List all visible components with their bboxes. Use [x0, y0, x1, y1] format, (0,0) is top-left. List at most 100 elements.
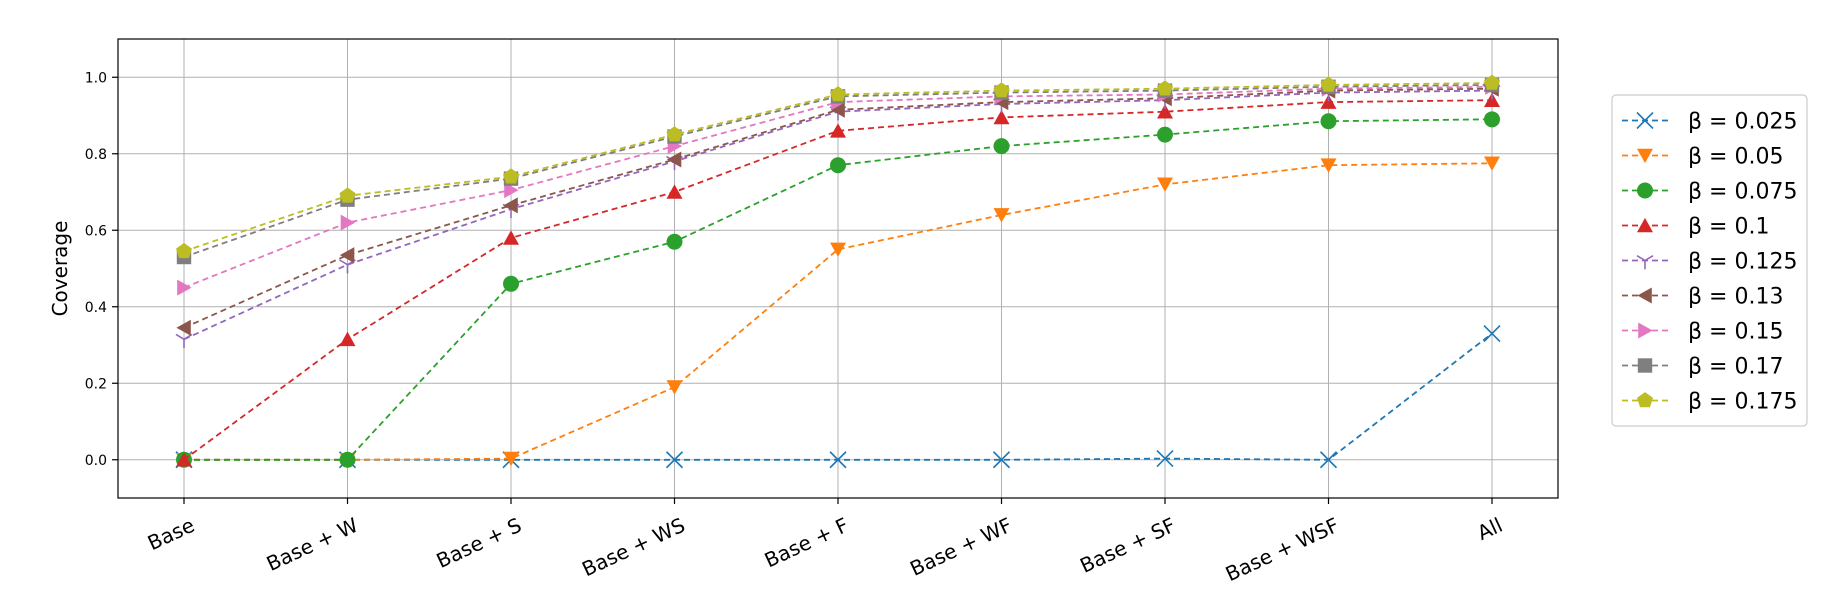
x-marker [1636, 111, 1654, 130]
y-tick-label: 0.2 [85, 376, 107, 392]
x-tick-label: All [1473, 513, 1506, 545]
pentagon-marker [339, 187, 356, 203]
circle-marker [503, 275, 519, 292]
circle-marker [1484, 111, 1500, 128]
triangle-down-marker [993, 208, 1010, 223]
x-marker [992, 451, 1011, 469]
triangle-up-marker [993, 109, 1010, 125]
square-marker [1637, 358, 1653, 373]
triangle-left-marker [176, 319, 191, 336]
y-tick-label: 1.0 [85, 70, 107, 86]
x-marker [1483, 324, 1501, 343]
triangle-up-marker [503, 230, 519, 245]
legend-item: β = 0.025 [1622, 110, 1797, 135]
triangle-down-marker [1157, 177, 1173, 192]
triangle-up-marker [1637, 217, 1653, 233]
tri-marker [175, 333, 185, 340]
x-tick-label: Base + F [761, 513, 852, 573]
legend-label: β = 0.15 [1688, 320, 1783, 345]
triangle-down-marker [1637, 148, 1653, 164]
legend-label: β = 0.025 [1688, 110, 1797, 135]
legend-label: β = 0.13 [1688, 285, 1783, 310]
triangle-down-marker [830, 242, 846, 257]
circle-marker [1320, 113, 1337, 130]
x-tick-label: Base + W [263, 513, 362, 576]
tri-marker [339, 259, 348, 266]
triangle-up-marker [1484, 92, 1500, 107]
triangle-down-marker [1320, 158, 1337, 173]
series-lines [175, 74, 1501, 469]
y-axis-label: Coverage [48, 221, 72, 317]
triangle-down-marker [503, 451, 519, 467]
series-β = 0.1 [176, 92, 1500, 467]
legend: β = 0.025 β = 0.05 β = 0.075 β = 0.1 β = 0.1… [1611, 94, 1808, 427]
series-β = 0.175 [176, 74, 1500, 259]
triangle-right-marker [504, 182, 519, 199]
circle-marker [666, 233, 683, 250]
legend-item: β = 0.05 [1622, 145, 1783, 170]
tri-marker [1644, 255, 1654, 262]
x-marker [829, 451, 847, 469]
circle-marker [1637, 182, 1653, 199]
circle-marker [1157, 126, 1173, 143]
circle-marker [339, 451, 356, 468]
legend-item: β = 0.075 [1622, 180, 1797, 205]
x-marker [1156, 450, 1174, 468]
pentagon-marker [1484, 74, 1500, 90]
y-tick-label: 0.6 [85, 223, 107, 239]
legend-label: β = 0.075 [1688, 180, 1797, 205]
pentagon-marker [666, 126, 683, 142]
triangle-left-marker [1637, 287, 1652, 304]
x-marker [665, 451, 684, 469]
pentagon-marker [993, 82, 1010, 98]
pentagon-marker [1637, 392, 1653, 408]
triangle-up-marker [830, 123, 846, 138]
legend-frame [1611, 94, 1808, 427]
legend-item: β = 0.175 [1622, 390, 1797, 415]
x-tick-label: Base + SF [1076, 513, 1179, 578]
legend-label: β = 0.175 [1688, 390, 1797, 415]
triangle-left-marker [503, 197, 518, 214]
triangle-down-marker [666, 380, 683, 395]
triangle-up-marker [666, 184, 683, 199]
circle-marker [830, 157, 846, 174]
circle-marker [993, 138, 1010, 155]
x-tick-label: Base + WS [578, 513, 688, 582]
pentagon-marker [176, 242, 192, 259]
triangle-right-marker [177, 279, 192, 296]
pentagon-marker [1320, 76, 1337, 92]
series-line [184, 162, 1493, 461]
legend-item: β = 0.13 [1622, 285, 1783, 310]
triangle-up-marker [176, 452, 192, 467]
x-tick-label: Base [144, 513, 198, 555]
legend-label: β = 0.05 [1688, 145, 1783, 170]
legend-item: β = 0.17 [1622, 355, 1783, 380]
legend-label: β = 0.17 [1688, 355, 1783, 380]
pentagon-marker [1157, 80, 1173, 96]
legend-item: β = 0.1 [1622, 215, 1769, 240]
triangle-up-marker [1157, 104, 1173, 119]
y-tick-label: 0.8 [85, 147, 107, 163]
triangle-right-marker [340, 214, 356, 231]
x-tick-label: Base + S [433, 513, 526, 573]
pentagon-marker [503, 168, 519, 184]
legend-label: β = 0.125 [1688, 250, 1797, 275]
legend-item: β = 0.125 [1622, 250, 1797, 275]
legend-item: β = 0.15 [1622, 320, 1783, 345]
triangle-down-marker [1484, 156, 1500, 171]
triangle-up-marker [1320, 94, 1337, 109]
triangle-left-marker [339, 247, 355, 264]
x-tick-label: Base + WF [906, 513, 1015, 581]
legend-label: β = 0.1 [1688, 215, 1769, 240]
triangle-left-marker [830, 101, 845, 118]
triangle-up-marker [339, 331, 356, 347]
tri-marker [1636, 255, 1646, 262]
x-marker [1319, 451, 1338, 469]
triangle-right-marker [1638, 322, 1653, 339]
pentagon-marker [830, 86, 846, 102]
y-tick-label: 0.0 [85, 453, 107, 469]
x-tick-label: Base + WSF [1222, 513, 1343, 586]
triangle-left-marker [666, 151, 682, 168]
y-tick-label: 0.4 [85, 300, 107, 316]
